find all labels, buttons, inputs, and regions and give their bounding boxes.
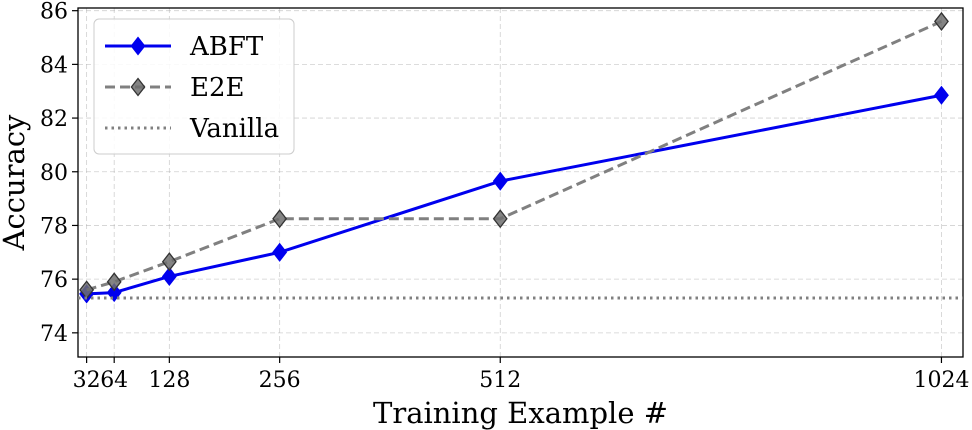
legend-label-vanilla: Vanilla xyxy=(189,114,279,144)
legend-label-abft: ABFT xyxy=(189,32,264,62)
x-tick-label: 512 xyxy=(479,368,521,393)
x-tick-label: 32 xyxy=(73,368,101,393)
data-point-e2e xyxy=(272,209,288,229)
legend-marker-e2e xyxy=(130,77,146,97)
x-axis-title: Training Example # xyxy=(373,396,668,430)
data-point-abft xyxy=(934,85,949,105)
y-tick-label: 76 xyxy=(40,268,68,293)
legend-item-vanilla: Vanilla xyxy=(105,114,279,144)
y-tick-label: 80 xyxy=(40,161,68,186)
data-point-e2e xyxy=(934,11,949,31)
legend-item-e2e: E2E xyxy=(105,73,245,103)
y-tick-label: 84 xyxy=(40,53,68,78)
series-layer xyxy=(78,11,963,304)
series-abft xyxy=(79,85,949,304)
data-point-e2e xyxy=(106,272,122,292)
y-tick-label: 82 xyxy=(40,107,68,132)
legend-box xyxy=(93,18,295,155)
legend-label-e2e: E2E xyxy=(190,73,245,103)
y-tick-label: 74 xyxy=(40,322,68,347)
data-point-e2e xyxy=(161,252,177,272)
y-tick-label: 78 xyxy=(40,214,68,239)
series-e2e xyxy=(79,11,949,300)
data-point-abft xyxy=(492,171,508,191)
data-point-abft xyxy=(106,283,122,303)
y-axis-title: Accuracy xyxy=(0,114,31,251)
legend: ABFT E2E Vanilla xyxy=(93,18,295,155)
x-tick-label: 1024 xyxy=(913,368,969,393)
legend-marker-abft xyxy=(130,36,146,56)
data-point-abft xyxy=(272,242,288,262)
axes: 32 64 128 256 512 1024 74 76 78 80 82 84 86 xyxy=(40,0,969,393)
plot-area xyxy=(77,7,964,358)
legend-item-abft: ABFT xyxy=(105,32,264,62)
x-tick-label: 128 xyxy=(148,368,190,393)
x-tick-label: 256 xyxy=(259,368,301,393)
y-tick-label: 86 xyxy=(40,0,68,25)
x-tick-label: 64 xyxy=(100,368,128,393)
data-point-e2e xyxy=(492,209,508,229)
data-point-abft xyxy=(161,266,177,287)
